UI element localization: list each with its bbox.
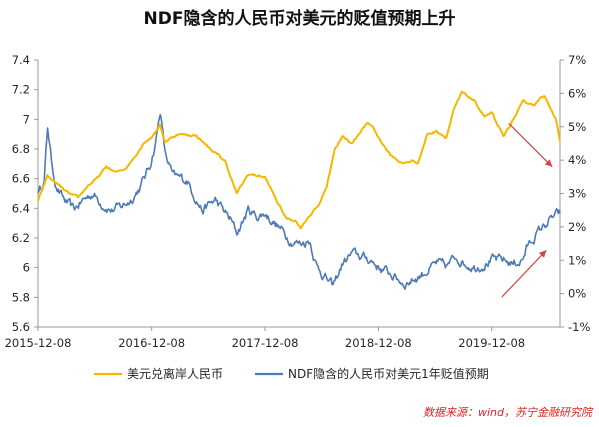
right-tick-label: 1% <box>568 253 586 267</box>
x-tick-label: 2016-12-08 <box>118 336 185 350</box>
right-axis-ticks: 7% 6% 5% 4% 3% 2% 1% 0% -1% <box>560 53 590 334</box>
x-tick-label: 2017-12-08 <box>232 336 299 350</box>
annotation-arrow-line <box>501 249 547 298</box>
annotation-layer <box>501 122 553 298</box>
x-tick-label: 2018-12-08 <box>345 336 412 350</box>
left-axis-ticks: 7.4 7.2 7 6.8 6.6 6.4 6.2 6 5.8 5.6 <box>12 53 38 334</box>
legend-label-series-1: NDF隐含的人民币对美元1年贬值预期 <box>288 366 489 381</box>
right-tick-label: 2% <box>568 220 586 234</box>
left-tick-label: 6.6 <box>12 172 30 186</box>
chart-title: NDF隐含的人民币对美元的贬值预期上升 <box>144 8 456 29</box>
left-tick-label: 6.2 <box>12 231 30 245</box>
x-axis-ticks: 2015-12-08 2016-12-08 2017-12-08 2018-12-08… <box>5 327 525 350</box>
x-tick-label: 2019-12-08 <box>458 336 525 350</box>
right-tick-label: 6% <box>568 86 586 100</box>
left-tick-label: 5.6 <box>12 320 30 334</box>
source-note: 数据来源：wind，苏宁金融研究院 <box>423 406 594 419</box>
series-line-1 <box>37 113 561 290</box>
right-tick-label: 7% <box>568 53 586 67</box>
legend: 美元兑离岸人民币 NDF隐含的人民币对美元1年贬值预期 <box>94 366 489 381</box>
left-tick-label: 7 <box>23 112 30 126</box>
x-tick-label: 2015-12-08 <box>5 336 72 350</box>
left-tick-label: 6.4 <box>12 201 30 215</box>
right-tick-label: -1% <box>568 320 590 334</box>
left-tick-label: 7.2 <box>12 83 30 97</box>
left-tick-label: 7.4 <box>12 53 30 67</box>
series-line-0 <box>37 90 561 230</box>
right-tick-label: 0% <box>568 287 586 301</box>
annotation-arrow-head <box>544 159 553 167</box>
annotation-arrow-line <box>508 122 553 168</box>
right-tick-label: 3% <box>568 187 586 201</box>
left-tick-label: 5.8 <box>12 290 30 304</box>
right-tick-label: 5% <box>568 120 586 134</box>
series-layer <box>37 90 561 290</box>
legend-label-series-0: 美元兑离岸人民币 <box>127 366 223 381</box>
left-tick-label: 6.8 <box>12 142 30 156</box>
annotation-arrow-head <box>538 250 547 258</box>
left-tick-label: 6 <box>23 261 30 275</box>
right-tick-label: 4% <box>568 153 586 167</box>
